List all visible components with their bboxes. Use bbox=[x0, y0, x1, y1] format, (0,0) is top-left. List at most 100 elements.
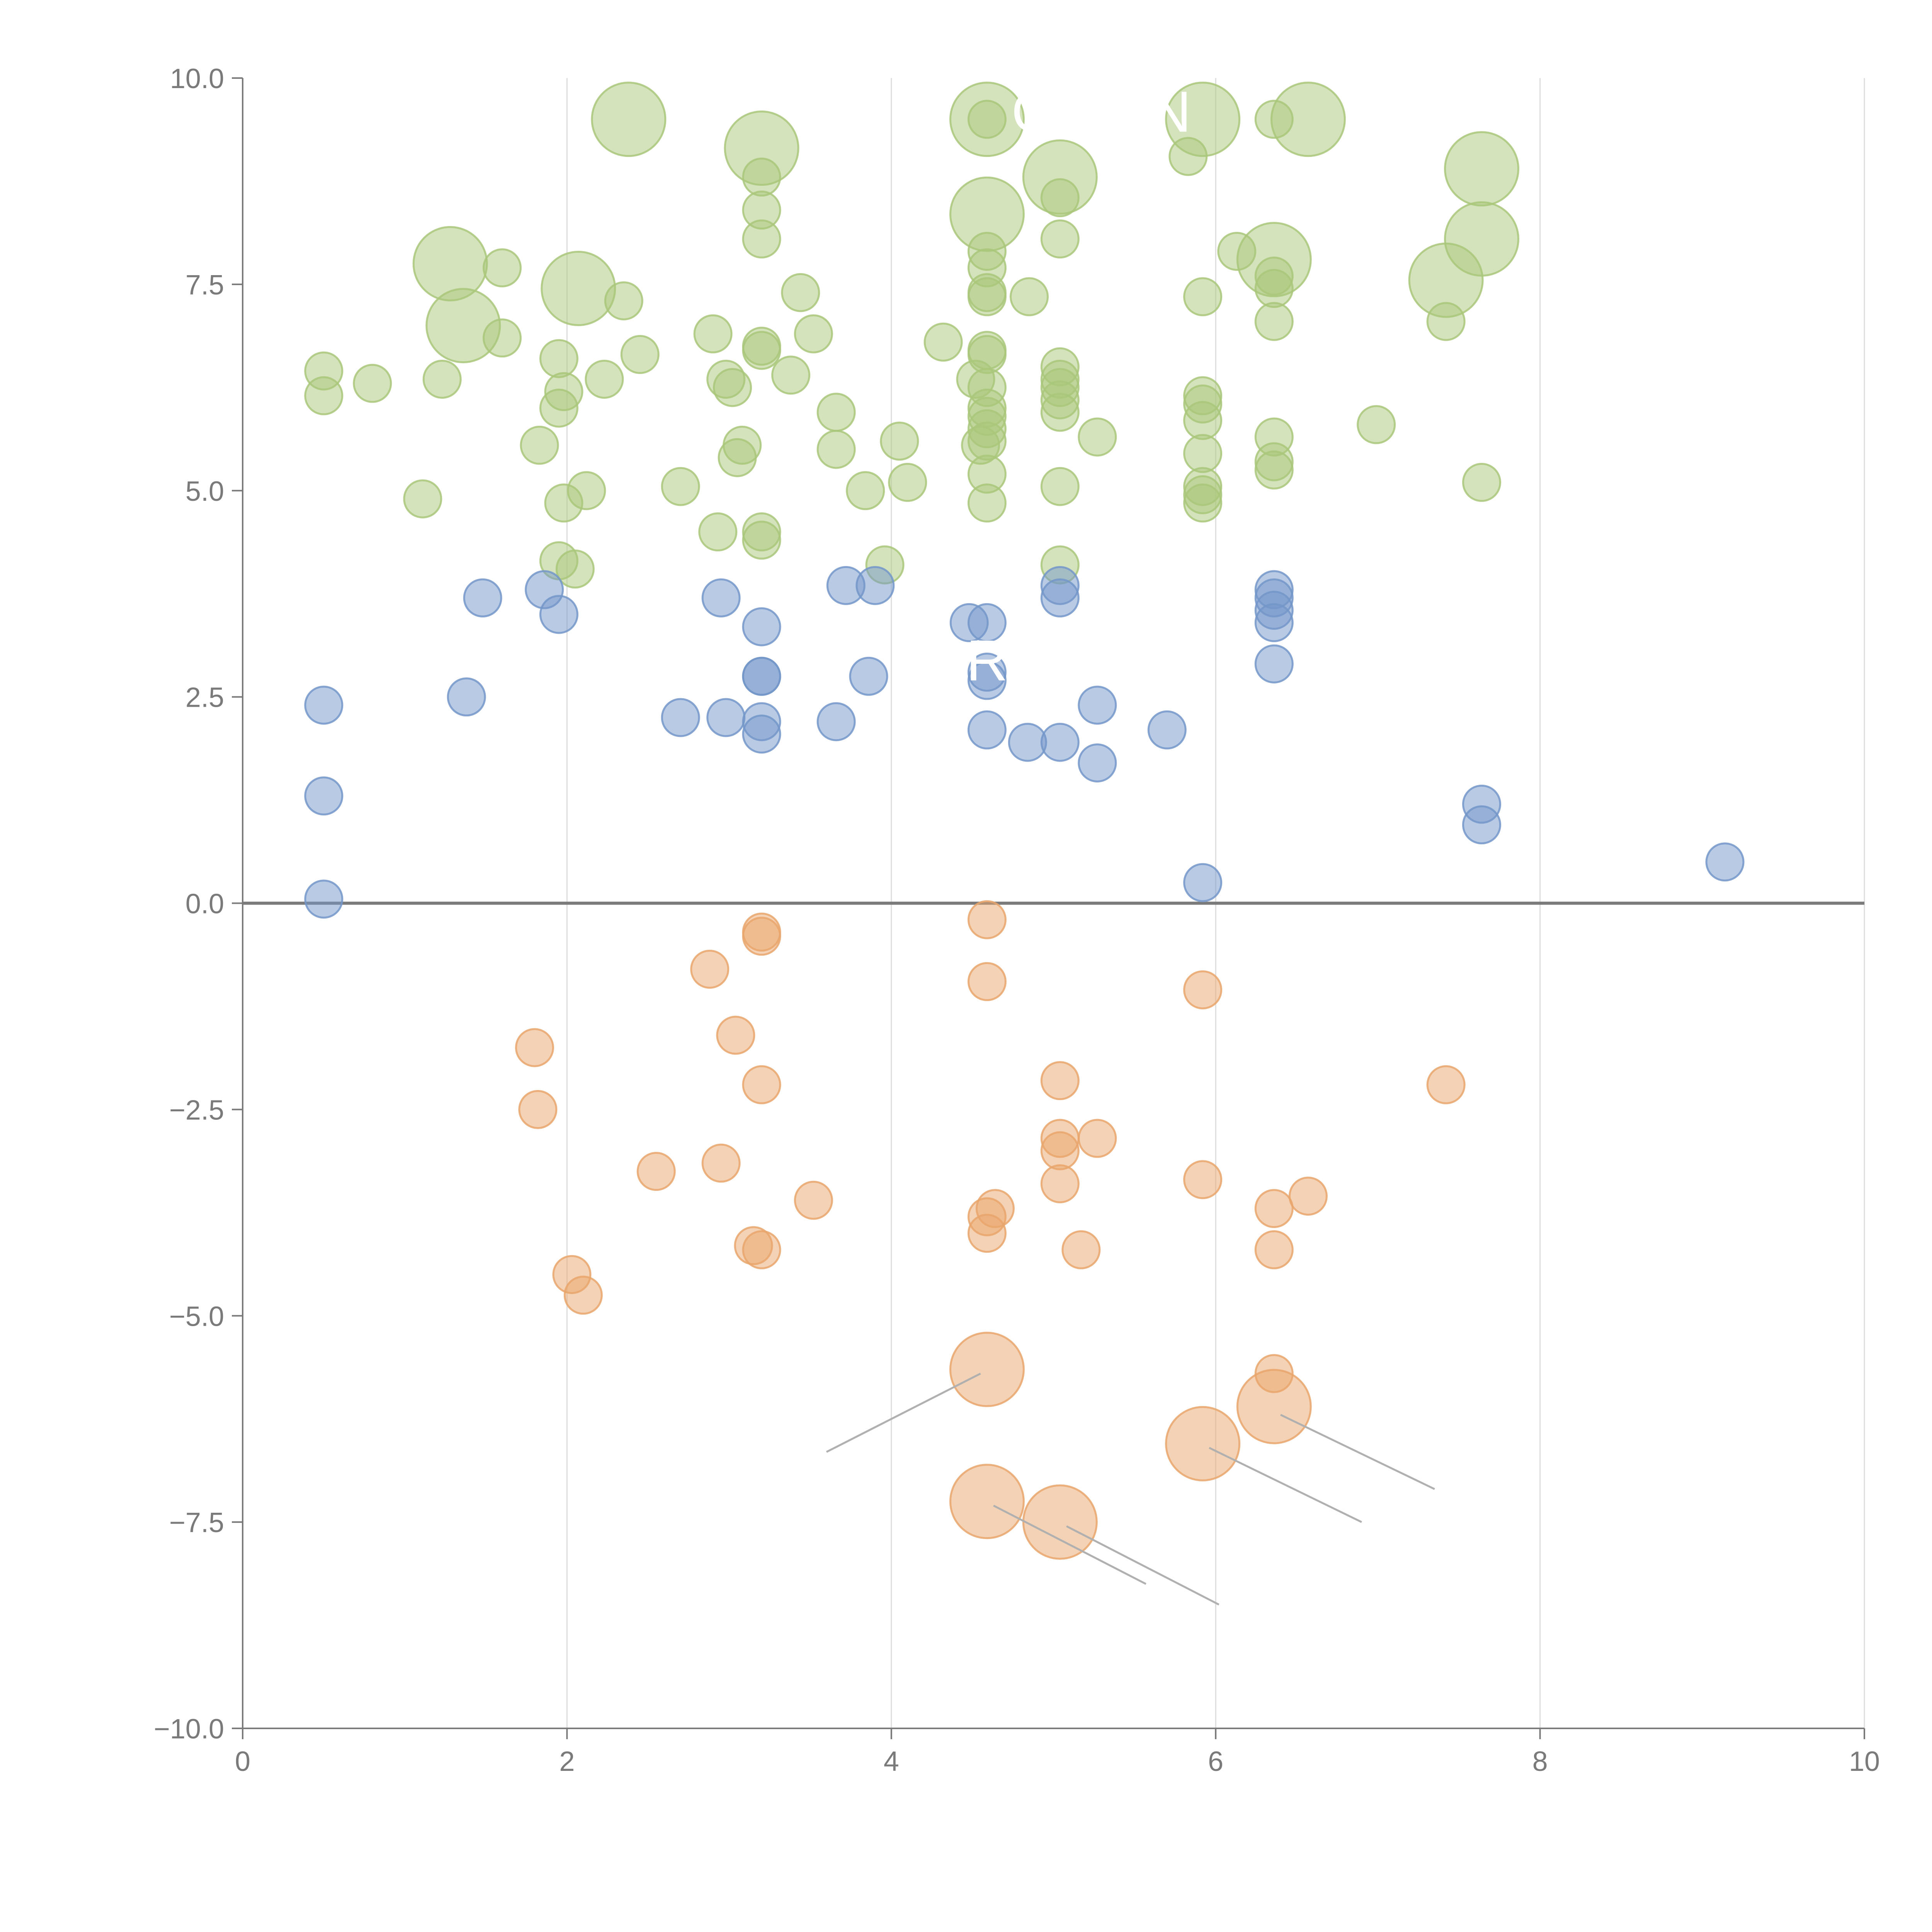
y-tick-label: −10.0 bbox=[154, 1714, 224, 1745]
green-point bbox=[1462, 463, 1502, 502]
y-tick-label: 0.0 bbox=[185, 889, 224, 920]
orange-point bbox=[742, 1230, 781, 1269]
orange-point bbox=[563, 1276, 603, 1315]
green-point bbox=[1254, 269, 1294, 308]
green-point bbox=[555, 549, 595, 589]
axes bbox=[232, 77, 1865, 1739]
green-point bbox=[539, 388, 578, 428]
y-tick-label: −5.0 bbox=[169, 1301, 224, 1332]
orange-point bbox=[1254, 1230, 1294, 1269]
green-point bbox=[713, 368, 752, 407]
green-point bbox=[816, 430, 856, 469]
green-point bbox=[620, 335, 660, 374]
blue-point bbox=[1078, 685, 1117, 725]
y-tick-label: 5.0 bbox=[185, 476, 224, 507]
blue-point bbox=[304, 685, 344, 725]
orange-point bbox=[794, 1180, 833, 1220]
green-point bbox=[888, 463, 927, 502]
green-point bbox=[742, 520, 781, 560]
green-point bbox=[693, 314, 733, 354]
green-point bbox=[520, 425, 559, 465]
orange-point bbox=[716, 1015, 755, 1055]
blue-point bbox=[967, 661, 1007, 700]
blue-point bbox=[1462, 805, 1502, 845]
green-point bbox=[794, 314, 833, 354]
orange-point bbox=[1426, 1065, 1466, 1104]
orange-point bbox=[515, 1028, 554, 1067]
green-point bbox=[1183, 277, 1223, 316]
blue-point bbox=[742, 714, 781, 754]
blue-point bbox=[967, 710, 1007, 750]
orange-point bbox=[1040, 1131, 1080, 1170]
green-point bbox=[771, 355, 811, 395]
green-point bbox=[1357, 405, 1396, 444]
green-point bbox=[539, 339, 578, 378]
green-point bbox=[1168, 137, 1208, 176]
orange-point bbox=[967, 900, 1007, 939]
green-point bbox=[604, 281, 643, 321]
point-label: R bbox=[966, 628, 1008, 693]
blue-point bbox=[1147, 710, 1187, 750]
x-tick-label: 4 bbox=[884, 1746, 899, 1777]
data-points bbox=[304, 82, 1745, 1560]
orange-point bbox=[1061, 1230, 1101, 1269]
blue-point bbox=[1183, 863, 1223, 902]
blue-point bbox=[1040, 578, 1080, 617]
green-point bbox=[422, 359, 462, 399]
blue-point bbox=[701, 578, 741, 617]
point-label: O bbox=[1012, 79, 1057, 144]
green-point bbox=[1183, 434, 1223, 473]
green-point bbox=[967, 483, 1007, 523]
green-point bbox=[1254, 302, 1294, 341]
green-point bbox=[742, 157, 781, 197]
green-point bbox=[1183, 483, 1223, 523]
leader-line bbox=[1280, 1414, 1435, 1490]
orange-point bbox=[1040, 1061, 1080, 1100]
green-point bbox=[1254, 450, 1294, 490]
green-point bbox=[1426, 302, 1466, 341]
blue-point bbox=[1040, 723, 1080, 762]
green-point bbox=[923, 322, 963, 362]
leader-line bbox=[826, 1372, 981, 1453]
blue-point bbox=[967, 603, 1007, 642]
green-point bbox=[1183, 401, 1223, 440]
green-point bbox=[1040, 467, 1080, 506]
blue-point bbox=[1705, 842, 1745, 882]
orange-point bbox=[1022, 1484, 1098, 1560]
blue-point bbox=[1254, 644, 1294, 684]
x-tick-label: 6 bbox=[1208, 1746, 1223, 1777]
orange-point bbox=[742, 917, 781, 956]
green-point bbox=[1040, 178, 1080, 218]
green-point bbox=[1078, 417, 1117, 457]
blue-point bbox=[661, 698, 700, 737]
green-point bbox=[1040, 219, 1080, 259]
orange-point bbox=[1040, 1164, 1080, 1204]
orange-point bbox=[949, 1332, 1025, 1407]
green-point bbox=[412, 226, 488, 301]
green-point bbox=[742, 327, 781, 366]
y-tick-label: 2.5 bbox=[185, 682, 224, 713]
green-point bbox=[585, 359, 624, 399]
blue-point bbox=[1078, 743, 1117, 782]
point-label: N bbox=[1150, 79, 1191, 144]
leader-lines bbox=[826, 1372, 1435, 1605]
orange-point bbox=[1236, 1369, 1312, 1444]
blue-point bbox=[742, 607, 781, 646]
leader-line bbox=[1066, 1525, 1219, 1605]
point-labels: O N R bbox=[966, 79, 1191, 693]
blue-point bbox=[447, 677, 486, 717]
green-point bbox=[967, 335, 1007, 374]
orange-point bbox=[636, 1152, 676, 1191]
green-point bbox=[1217, 231, 1257, 271]
x-tick-label: 2 bbox=[559, 1746, 575, 1777]
orange-point bbox=[1183, 970, 1223, 1010]
green-point bbox=[661, 467, 700, 506]
y-tick-label: 7.5 bbox=[185, 270, 224, 301]
y-tick-label: −7.5 bbox=[169, 1507, 224, 1538]
orange-point bbox=[949, 1464, 1025, 1539]
blue-point bbox=[816, 702, 856, 742]
blue-point bbox=[304, 776, 344, 816]
orange-point bbox=[742, 1065, 781, 1104]
green-point bbox=[967, 100, 1007, 139]
